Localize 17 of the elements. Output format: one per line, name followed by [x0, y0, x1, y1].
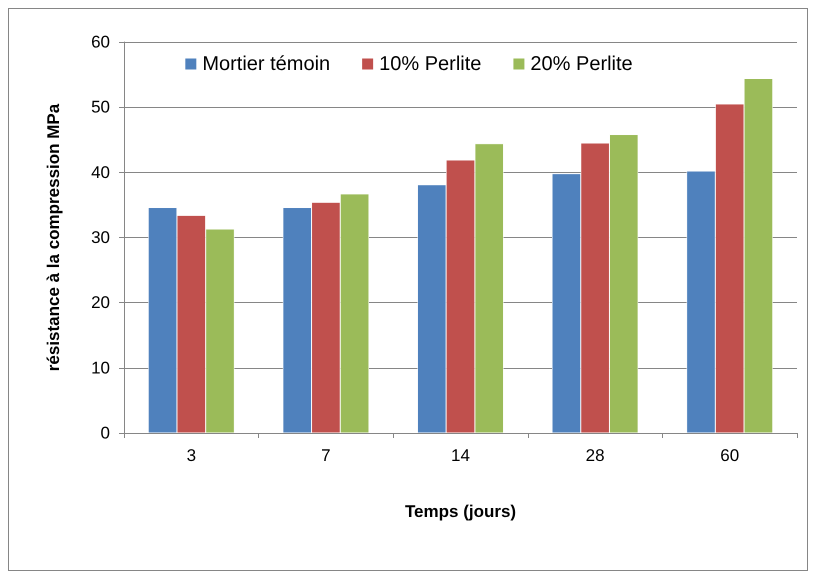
- x-tick-label: 14: [451, 446, 470, 465]
- y-tick-label: 50: [91, 98, 110, 117]
- y-tick-label: 60: [91, 32, 110, 52]
- y-tick-label: 20: [91, 293, 110, 312]
- legend-label: 20% Perlite: [530, 53, 633, 75]
- y-tick-label: 30: [91, 228, 110, 247]
- x-tick-label: 60: [720, 446, 740, 465]
- x-axis-title: Temps (jours): [404, 502, 516, 521]
- x-tick-label: 7: [321, 446, 331, 465]
- x-tick-label: 28: [586, 446, 605, 465]
- legend-label: Mortier témoin: [202, 53, 330, 75]
- x-tick-label: 3: [186, 446, 196, 465]
- y-tick-label: 40: [91, 162, 110, 182]
- y-axis-title: résistance à la compression MPa: [44, 103, 63, 372]
- y-tick-label: 10: [91, 358, 110, 378]
- legend-label: 10% Perlite: [379, 53, 482, 75]
- y-tick-label: 0: [100, 424, 110, 442]
